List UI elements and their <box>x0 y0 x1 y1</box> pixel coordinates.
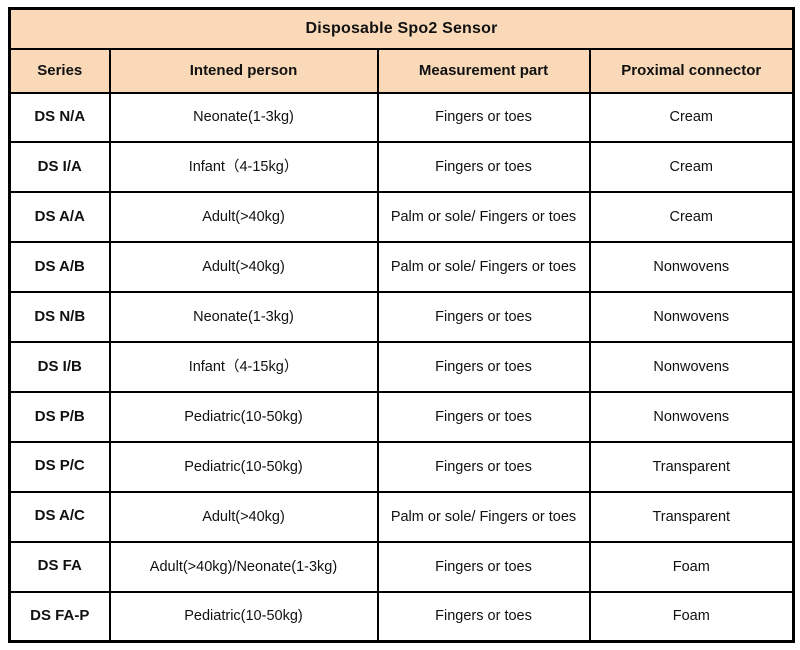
cell-intended-person: Pediatric(10-50kg) <box>108 390 379 443</box>
cell-proximal-connector: Cream <box>588 141 795 194</box>
table-row: DS P/B Pediatric(10-50kg) Fingers or toe… <box>8 390 795 443</box>
cell-intended-person: Neonate(1-3kg) <box>108 91 379 144</box>
cell-series: DS N/B <box>8 291 111 344</box>
cell-proximal-connector: Foam <box>588 590 795 643</box>
cell-intended-person: Pediatric(10-50kg) <box>108 590 379 643</box>
cell-series: DS FA-P <box>8 590 111 643</box>
cell-proximal-connector: Nonwovens <box>588 241 795 294</box>
table-row: DS FA-P Pediatric(10-50kg) Fingers or to… <box>8 590 795 643</box>
table-row: DS N/B Neonate(1-3kg) Fingers or toes No… <box>8 291 795 344</box>
cell-intended-person: Neonate(1-3kg) <box>108 291 379 344</box>
column-header-measurement-part: Measurement part <box>376 47 591 94</box>
cell-series: DS FA <box>8 540 111 593</box>
cell-measurement-part: Fingers or toes <box>376 341 591 393</box>
table-row: DS N/A Neonate(1-3kg) Fingers or toes Cr… <box>8 91 795 144</box>
spo2-sensor-table: Disposable Spo2 Sensor Series Intened pe… <box>8 7 796 643</box>
cell-proximal-connector: Transparent <box>588 490 795 543</box>
cell-measurement-part: Fingers or toes <box>376 590 591 643</box>
cell-measurement-part: Fingers or toes <box>376 91 591 144</box>
table-row: DS P/C Pediatric(10-50kg) Fingers or toe… <box>8 440 795 493</box>
cell-proximal-connector: Cream <box>588 191 795 244</box>
cell-measurement-part: Fingers or toes <box>376 540 591 593</box>
table-header-row: Series Intened person Measurement part P… <box>8 47 795 94</box>
cell-proximal-connector: Nonwovens <box>588 341 795 393</box>
cell-measurement-part: Fingers or toes <box>376 440 591 493</box>
table-row: DS I/A Infant（4-15kg） Fingers or toes Cr… <box>8 141 795 194</box>
cell-series: DS I/A <box>8 141 111 194</box>
cell-series: DS A/C <box>8 490 111 543</box>
cell-proximal-connector: Transparent <box>588 440 795 493</box>
cell-series: DS P/B <box>8 390 111 443</box>
cell-series: DS A/A <box>8 191 111 244</box>
cell-measurement-part: Palm or sole/ Fingers or toes <box>376 490 591 543</box>
table-title: Disposable Spo2 Sensor <box>8 7 795 50</box>
cell-series: DS I/B <box>8 341 111 393</box>
cell-proximal-connector: Foam <box>588 540 795 593</box>
table-row: DS A/B Adult(>40kg) Palm or sole/ Finger… <box>8 241 795 294</box>
cell-measurement-part: Palm or sole/ Fingers or toes <box>376 191 591 244</box>
cell-measurement-part: Palm or sole/ Fingers or toes <box>376 241 591 294</box>
cell-measurement-part: Fingers or toes <box>376 141 591 194</box>
cell-series: DS P/C <box>8 440 111 493</box>
table-row: DS A/A Adult(>40kg) Palm or sole/ Finger… <box>8 191 795 244</box>
cell-measurement-part: Fingers or toes <box>376 390 591 443</box>
cell-measurement-part: Fingers or toes <box>376 291 591 344</box>
table-title-row: Disposable Spo2 Sensor <box>8 7 795 50</box>
cell-intended-person: Adult(>40kg) <box>108 490 379 543</box>
table-row: DS I/B Infant（4-15kg） Fingers or toes No… <box>8 341 795 393</box>
column-header-proximal-connector: Proximal connector <box>588 47 795 94</box>
cell-proximal-connector: Nonwovens <box>588 390 795 443</box>
cell-proximal-connector: Nonwovens <box>588 291 795 344</box>
column-header-intended-person: Intened person <box>108 47 379 94</box>
table-row: DS A/C Adult(>40kg) Palm or sole/ Finger… <box>8 490 795 543</box>
cell-intended-person: Infant（4-15kg） <box>108 141 379 194</box>
cell-proximal-connector: Cream <box>588 91 795 144</box>
table-row: DS FA Adult(>40kg)/Neonate(1-3kg) Finger… <box>8 540 795 593</box>
cell-intended-person: Adult(>40kg)/Neonate(1-3kg) <box>108 540 379 593</box>
cell-series: DS A/B <box>8 241 111 294</box>
cell-intended-person: Adult(>40kg) <box>108 191 379 244</box>
cell-intended-person: Infant（4-15kg） <box>108 341 379 393</box>
cell-series: DS N/A <box>8 91 111 144</box>
column-header-series: Series <box>8 47 111 94</box>
cell-intended-person: Pediatric(10-50kg) <box>108 440 379 493</box>
cell-intended-person: Adult(>40kg) <box>108 241 379 294</box>
